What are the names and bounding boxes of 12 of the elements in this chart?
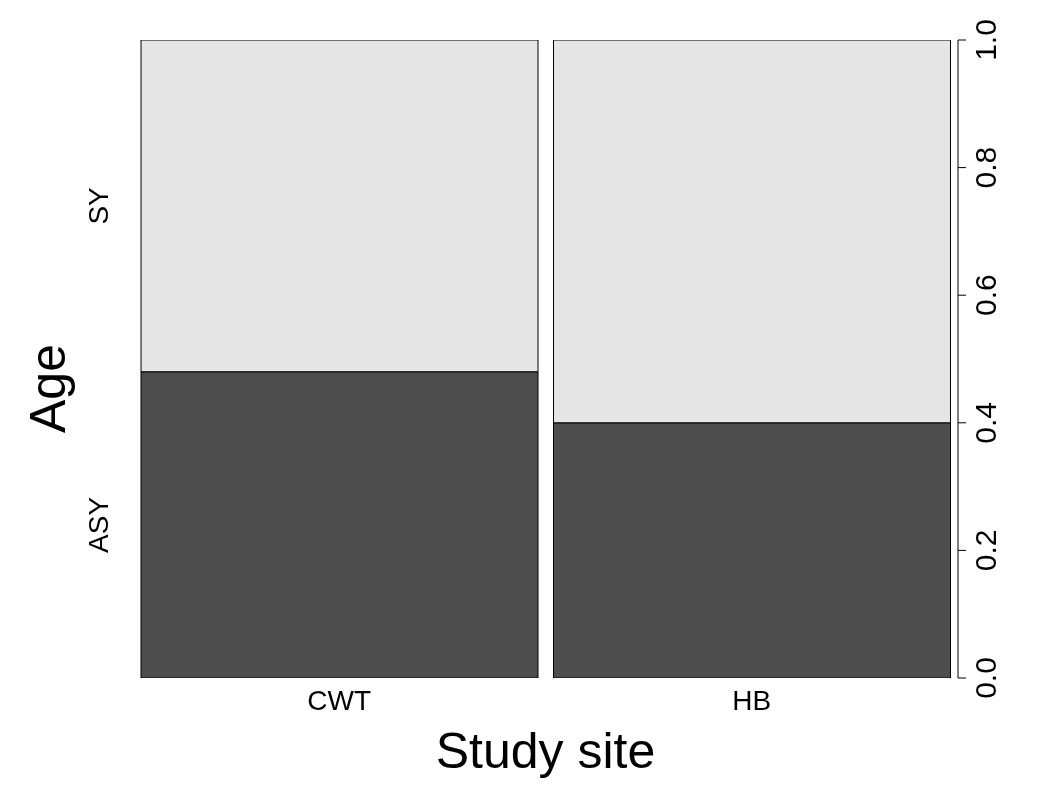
text: SY (83, 186, 115, 225)
x-tick-label: CWT (307, 685, 372, 716)
y-tick-label: 0.2 (968, 529, 1002, 572)
text: ASY (83, 496, 115, 553)
x-axis-title: Study site (435, 723, 656, 779)
y-axis-title: Age (19, 344, 77, 433)
y-tick-label: 0.8 (968, 146, 1002, 189)
y-tick-label: 0.4 (968, 401, 1002, 444)
y-tick-label: 0.0 (968, 657, 1002, 699)
x-tick-label: HB (732, 685, 772, 716)
y-tick-label: 1.0 (968, 19, 1002, 61)
y-tick-label: 0.6 (968, 274, 1002, 317)
